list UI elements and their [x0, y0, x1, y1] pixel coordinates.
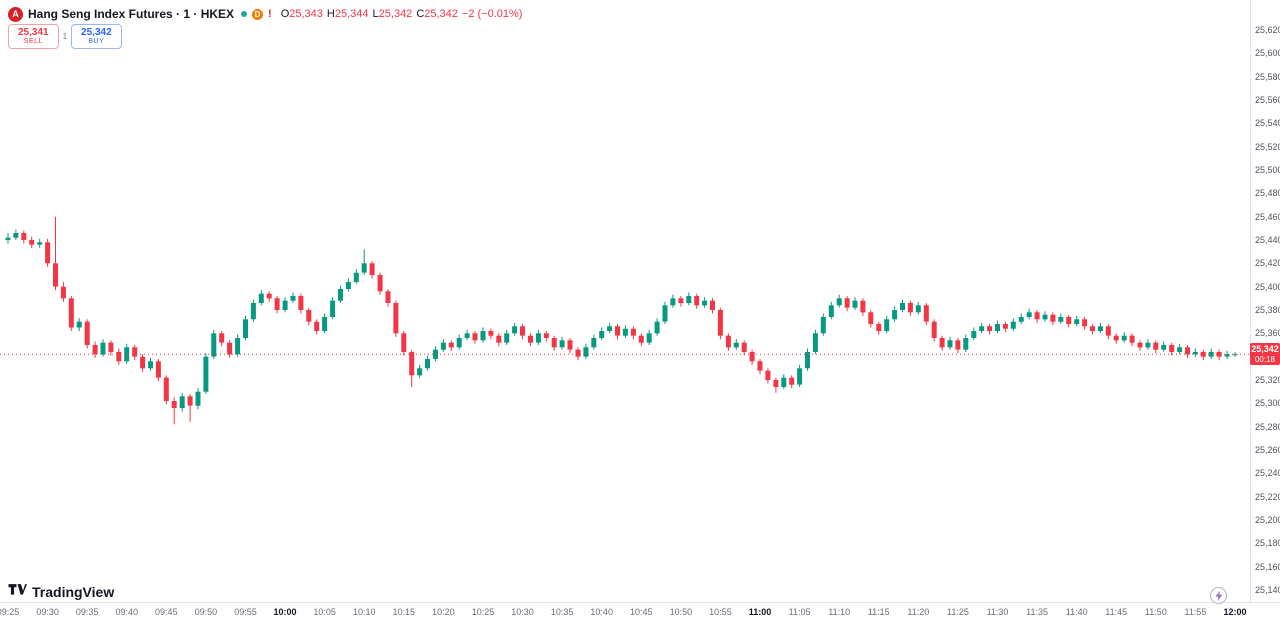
time-tick: 11:50	[1144, 607, 1167, 617]
time-tick: 09:45	[155, 607, 178, 617]
time-tick: 10:05	[313, 607, 336, 617]
price-tick: 25,600	[1255, 48, 1280, 59]
time-tick: 11:55	[1184, 607, 1207, 617]
buy-price: 25,342	[81, 27, 112, 38]
low-value: 25,342	[378, 8, 413, 20]
time-tick: 09:50	[194, 607, 218, 617]
symbol-legend: A Hang Seng Index Futures · 1 · HKEX D !…	[8, 6, 522, 22]
sell-button[interactable]: 25,341 SELL	[8, 24, 59, 49]
price-tick: 25,320	[1255, 375, 1280, 385]
market-status-icon	[241, 11, 248, 17]
alert-icon[interactable]: !	[268, 8, 272, 20]
time-tick: 10:10	[352, 607, 376, 617]
delayed-data-icon: D	[252, 8, 264, 20]
time-tick: 11:20	[907, 607, 930, 617]
change-value: −2 (−0.01%)	[461, 8, 523, 20]
time-tick: 10:45	[630, 607, 653, 617]
open-label: O	[280, 8, 290, 20]
price-tick: 25,180	[1255, 538, 1280, 549]
time-tick: 11:35	[1026, 607, 1049, 617]
time-tick: 10:00	[273, 607, 297, 617]
open-value: 25,343	[289, 8, 323, 20]
price-axis[interactable]: 25,620 25,600 25,580 25,560 25,540 25,520 25,5…	[1250, 0, 1280, 602]
price-tick: 25,380	[1255, 305, 1280, 315]
high-label: H	[326, 8, 335, 20]
price-tick: 25,400	[1255, 281, 1280, 292]
time-tick: 09:40	[115, 607, 138, 617]
tradingview-logo-text: TradingView	[32, 583, 115, 600]
time-tick: 11:05	[788, 607, 811, 617]
price-tick: 25,480	[1255, 188, 1280, 199]
time-tick: 10:35	[550, 607, 574, 617]
price-tick: 25,580	[1255, 71, 1280, 82]
low-label: L	[372, 8, 379, 20]
price-tick: 25,360	[1255, 328, 1280, 339]
high-value: 25,344	[334, 8, 369, 20]
bar-countdown: 00:18	[1254, 354, 1276, 364]
time-tick: 09:35	[75, 607, 99, 617]
price-tick: 25,200	[1255, 515, 1280, 525]
price-tick: 25,420	[1255, 258, 1280, 269]
buy-label: BUY	[88, 38, 105, 45]
lightning-icon	[1214, 590, 1223, 601]
price-tick: 25,240	[1255, 468, 1280, 479]
price-tick: 25,440	[1255, 235, 1280, 245]
tradingview-watermark[interactable]: TradingView	[8, 583, 114, 600]
price-tick: 25,300	[1255, 398, 1280, 409]
time-tick: 11:40	[1065, 607, 1088, 617]
price-tick: 25,540	[1255, 118, 1280, 129]
time-axis[interactable]: 09:25 09:30 09:35 09:40 09:45 09:50 09:55 10:00…	[0, 602, 1280, 620]
sell-price: 25,341	[18, 27, 49, 38]
time-tick: 09:25	[0, 607, 20, 617]
time-tick: 11:30	[986, 607, 1009, 617]
sell-label: SELL	[23, 38, 43, 45]
trade-panel: 25,341 SELL 1 25,342 BUY	[8, 24, 122, 49]
price-tick: 25,460	[1255, 211, 1280, 222]
candlestick-chart[interactable]	[0, 0, 1250, 602]
price-tick: 25,260	[1255, 445, 1280, 455]
time-tick: 09:30	[36, 607, 59, 617]
symbol-title[interactable]: Hang Seng Index Futures · 1 · HKEX	[28, 7, 235, 21]
time-tick: 11:25	[946, 607, 969, 617]
time-tick: 10:25	[471, 607, 495, 617]
price-tick: 25,160	[1255, 561, 1280, 572]
current-price-badge: 25,342 00:18	[1250, 343, 1280, 365]
quick-trade-lightning-button[interactable]	[1210, 587, 1227, 604]
price-tick: 25,140	[1255, 585, 1280, 595]
price-tick: 25,560	[1255, 95, 1280, 105]
time-tick: 10:40	[590, 607, 613, 617]
price-tick: 25,220	[1255, 491, 1280, 502]
time-tick: 10:55	[709, 607, 732, 617]
price-tick: 25,280	[1255, 421, 1280, 432]
time-tick: 10:15	[392, 607, 416, 617]
price-tick: 25,520	[1255, 141, 1280, 152]
time-tick: 11:10	[828, 607, 851, 617]
price-tick: 25,620	[1255, 25, 1280, 35]
time-tick: 11:00	[748, 607, 772, 617]
close-label: C	[416, 8, 425, 20]
time-tick: 12:00	[1223, 607, 1247, 617]
tradingview-logo-icon	[8, 584, 27, 595]
time-tick: 10:50	[669, 607, 693, 617]
time-tick: 09:55	[234, 607, 257, 617]
buy-button[interactable]: 25,342 BUY	[71, 24, 122, 49]
time-tick: 11:15	[867, 607, 890, 617]
price-tick: 25,500	[1255, 165, 1280, 175]
close-value: 25,342	[424, 8, 458, 20]
spread-label: 1	[62, 31, 68, 41]
time-tick: 10:20	[432, 607, 455, 617]
time-tick: 11:45	[1105, 607, 1128, 617]
symbol-logo: A	[8, 6, 23, 22]
current-price-value: 25,342	[1251, 344, 1279, 355]
ohlc-readout: O25,343 H25,344 L25,342 C25,342 −2 (−0.0…	[281, 8, 523, 20]
time-tick: 10:30	[511, 607, 534, 617]
